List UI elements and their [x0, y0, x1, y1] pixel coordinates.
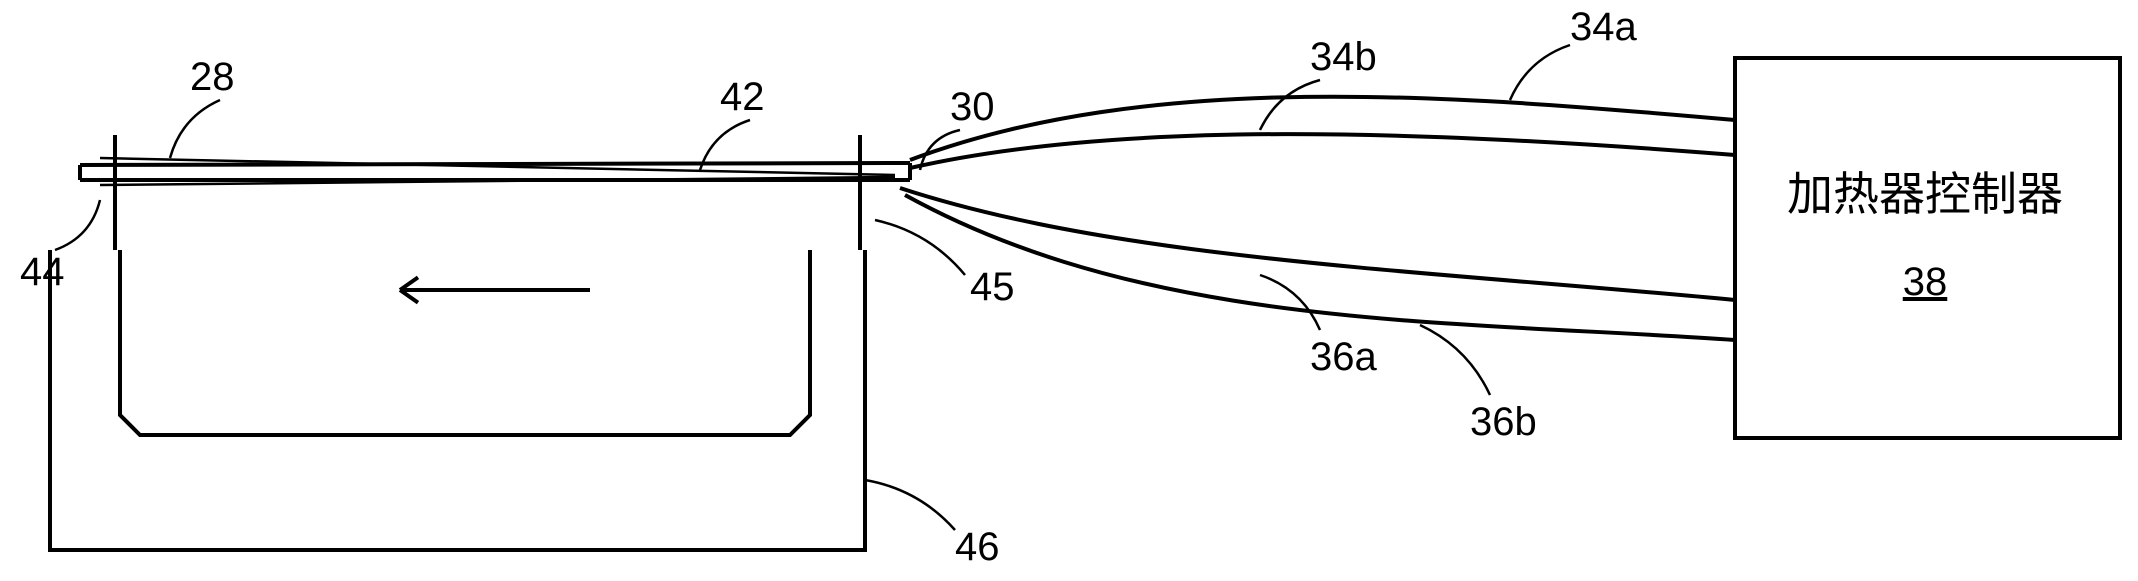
label-45: 45 — [970, 265, 1015, 309]
controller-box — [1735, 58, 2120, 438]
label-28: 28 — [190, 55, 235, 99]
leader-l34a — [1510, 45, 1570, 100]
controller-ref: 38 — [1903, 260, 1948, 304]
base-inner-tray — [120, 250, 810, 435]
leader-l45 — [875, 220, 965, 275]
leader-l36b — [1420, 325, 1490, 395]
slot-top — [80, 163, 910, 165]
label-36b: 36b — [1470, 400, 1537, 444]
label-36a: 36a — [1310, 335, 1377, 379]
cable-34a — [910, 97, 1735, 160]
cable-36b — [905, 195, 1735, 340]
leader-l44 — [55, 200, 100, 250]
label-42: 42 — [720, 75, 765, 119]
leader-l34b — [1260, 80, 1320, 130]
label-46: 46 — [955, 525, 1000, 569]
label-34b: 34b — [1310, 35, 1377, 79]
leader-l28 — [170, 100, 220, 158]
cable-34b — [910, 134, 1735, 168]
controller-title: 加热器控制器 — [1787, 158, 2063, 224]
label-44: 44 — [20, 250, 65, 294]
label-34a: 34a — [1570, 5, 1637, 49]
label-30: 30 — [950, 85, 995, 129]
leader-l36a — [1260, 275, 1320, 330]
base-outer — [50, 250, 865, 550]
cable-36a — [900, 188, 1735, 300]
leader-l46 — [865, 480, 955, 530]
